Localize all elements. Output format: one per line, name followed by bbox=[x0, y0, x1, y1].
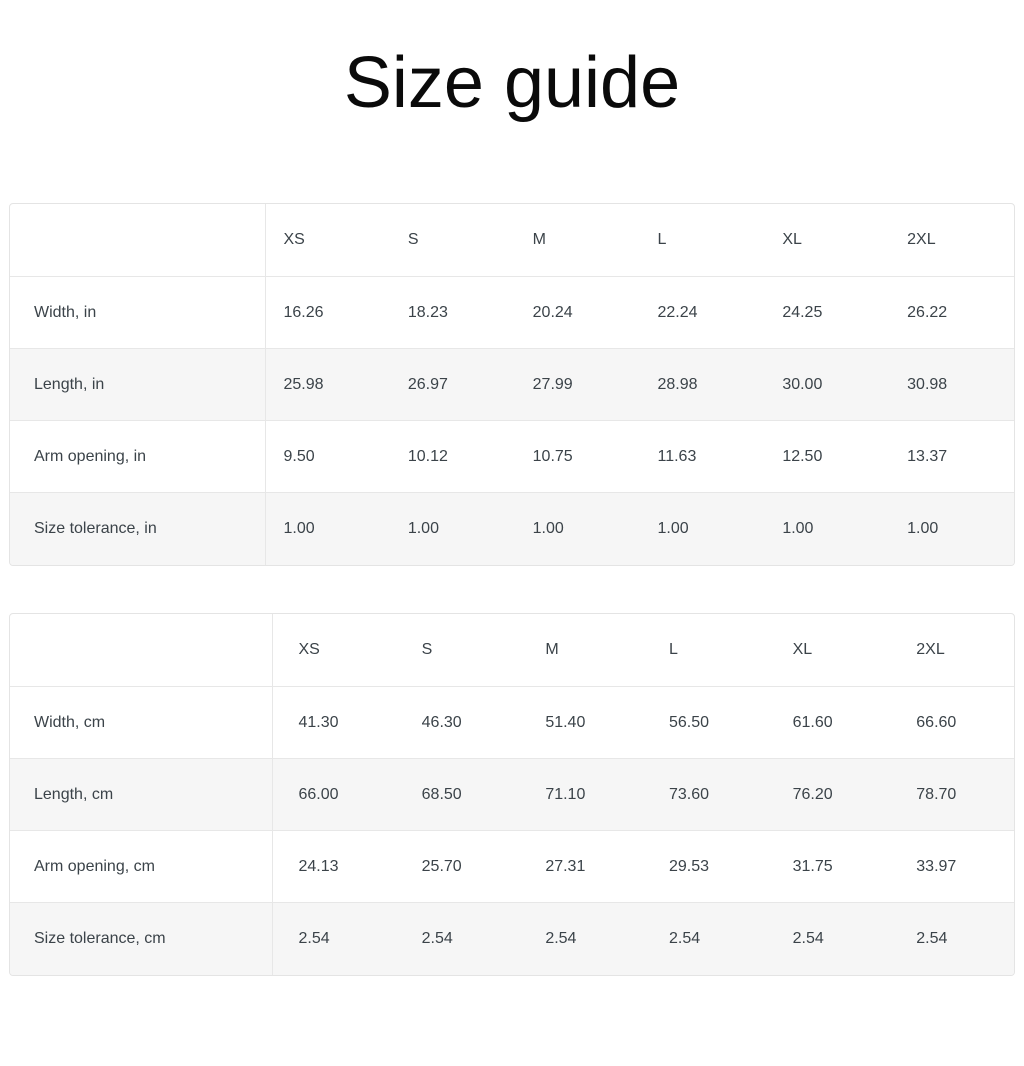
column-header-xs: XS bbox=[271, 613, 396, 687]
row-label: Length, cm bbox=[10, 758, 272, 831]
size-value: 10.12 bbox=[389, 420, 515, 493]
row-label: Width, cm bbox=[10, 686, 272, 759]
size-value: 1.00 bbox=[764, 492, 890, 565]
size-value: 2.54 bbox=[271, 902, 396, 975]
row-label: Length, in bbox=[10, 348, 265, 421]
table-row-length-in: Length, in 25.98 26.97 27.99 28.98 30.00… bbox=[10, 348, 1014, 421]
row-label: Size tolerance, cm bbox=[10, 902, 272, 975]
size-value: 27.31 bbox=[519, 830, 643, 903]
size-value: 73.60 bbox=[642, 758, 767, 831]
size-value: 33.97 bbox=[890, 830, 1014, 903]
table-row-width-in: Width, in 16.26 18.23 20.24 22.24 24.25 … bbox=[10, 276, 1014, 349]
size-value: 16.26 bbox=[264, 276, 390, 349]
size-table-inches-grid: XS S M L XL 2XL Width, in 16.26 18.23 20… bbox=[10, 203, 1014, 565]
size-value: 68.50 bbox=[395, 758, 520, 831]
size-value: 41.30 bbox=[271, 686, 396, 759]
column-header-l: L bbox=[657, 231, 667, 249]
table-row-size-tolerance-in: Size tolerance, in 1.00 1.00 1.00 1.00 1… bbox=[10, 492, 1014, 565]
size-value: 12.50 bbox=[764, 420, 890, 493]
size-value: 1.00 bbox=[639, 492, 765, 565]
size-value: 24.13 bbox=[271, 830, 396, 903]
size-value: 25.98 bbox=[264, 348, 390, 421]
size-value: 26.22 bbox=[889, 276, 1014, 349]
size-value: 20.24 bbox=[514, 276, 640, 349]
size-value: 9.50 bbox=[264, 420, 390, 493]
size-value: 22.24 bbox=[639, 276, 765, 349]
size-value: 2.54 bbox=[519, 902, 643, 975]
size-value: 24.25 bbox=[764, 276, 890, 349]
column-header-s: S bbox=[407, 231, 419, 249]
size-value: 56.50 bbox=[642, 686, 767, 759]
column-header-xs: XS bbox=[264, 203, 390, 277]
size-value: 2.54 bbox=[395, 902, 520, 975]
row-label: Arm opening, cm bbox=[10, 830, 272, 903]
table-row-arm-opening-in: Arm opening, in 9.50 10.12 10.75 11.63 1… bbox=[10, 420, 1014, 493]
size-value: 1.00 bbox=[889, 492, 1014, 565]
size-value: 1.00 bbox=[389, 492, 515, 565]
size-table-cm: XS S M L XL 2XL Width, cm 41.30 46.30 51… bbox=[9, 612, 1015, 976]
size-value: 46.30 bbox=[395, 686, 520, 759]
table-row-length-cm: Length, cm 66.00 68.50 71.10 73.60 76.20… bbox=[10, 758, 1014, 831]
column-header-2xl: 2XL bbox=[907, 231, 936, 249]
corner-cell bbox=[10, 614, 272, 687]
size-value: 2.54 bbox=[642, 902, 767, 975]
table-header-row: XS S M L XL 2XL bbox=[10, 203, 1014, 277]
size-value: 30.98 bbox=[889, 348, 1014, 421]
table-header-row: XS S M L XL 2XL bbox=[10, 613, 1014, 687]
column-header-l: L bbox=[668, 641, 678, 659]
row-label: Width, in bbox=[10, 276, 265, 349]
size-value: 28.98 bbox=[639, 348, 765, 421]
size-value: 10.75 bbox=[514, 420, 640, 493]
table-row-arm-opening-cm: Arm opening, cm 24.13 25.70 27.31 29.53 … bbox=[10, 830, 1014, 903]
size-value: 25.70 bbox=[395, 830, 520, 903]
page-title: Size guide bbox=[343, 43, 681, 123]
size-value: 13.37 bbox=[889, 420, 1014, 493]
size-value: 18.23 bbox=[389, 276, 515, 349]
table-row-size-tolerance-cm: Size tolerance, cm 2.54 2.54 2.54 2.54 2… bbox=[10, 902, 1014, 975]
size-value: 2.54 bbox=[766, 902, 891, 975]
row-label: Size tolerance, in bbox=[10, 492, 265, 565]
size-value: 26.97 bbox=[389, 348, 515, 421]
size-tables-container: XS S M L XL 2XL Width, in 16.26 18.23 20… bbox=[9, 202, 1015, 976]
column-header-xl: XL bbox=[782, 231, 802, 249]
size-value: 71.10 bbox=[519, 758, 643, 831]
column-header-s: S bbox=[421, 641, 433, 659]
column-header-m: M bbox=[532, 231, 546, 249]
column-header-2xl: 2XL bbox=[916, 641, 945, 659]
size-value: 1.00 bbox=[514, 492, 640, 565]
column-header-xl: XL bbox=[792, 641, 813, 659]
size-value: 66.60 bbox=[890, 686, 1014, 759]
row-label: Arm opening, in bbox=[10, 420, 265, 493]
size-table-inches: XS S M L XL 2XL Width, in 16.26 18.23 20… bbox=[9, 202, 1015, 566]
size-value: 27.99 bbox=[514, 348, 640, 421]
size-value: 51.40 bbox=[519, 686, 643, 759]
size-value: 30.00 bbox=[764, 348, 890, 421]
corner-cell bbox=[10, 204, 265, 277]
size-table-cm-grid: XS S M L XL 2XL Width, cm 41.30 46.30 51… bbox=[10, 613, 1014, 975]
size-value: 1.00 bbox=[264, 492, 390, 565]
size-value: 11.63 bbox=[639, 420, 765, 493]
size-value: 76.20 bbox=[766, 758, 891, 831]
size-value: 61.60 bbox=[766, 686, 891, 759]
size-value: 78.70 bbox=[890, 758, 1014, 831]
table-row-width-cm: Width, cm 41.30 46.30 51.40 56.50 61.60 … bbox=[10, 686, 1014, 759]
size-value: 66.00 bbox=[271, 758, 396, 831]
column-header-m: M bbox=[545, 641, 559, 659]
size-value: 29.53 bbox=[642, 830, 767, 903]
size-value: 2.54 bbox=[890, 902, 1014, 975]
size-value: 31.75 bbox=[766, 830, 891, 903]
